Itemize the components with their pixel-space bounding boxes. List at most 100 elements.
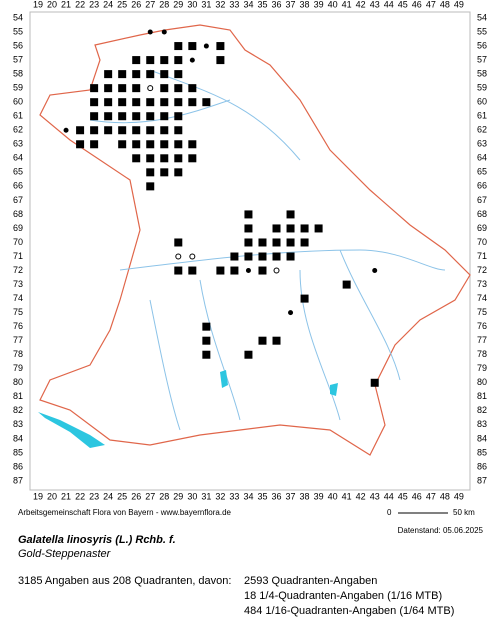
occurrence-square [174,70,183,79]
column-label: 39 [314,491,324,501]
column-label: 34 [243,491,253,501]
row-label: 65 [13,167,23,177]
occurrence-square [104,126,113,135]
column-label: 23 [89,491,99,501]
row-label: 56 [13,40,23,50]
occurrence-square [244,252,253,261]
column-label: 49 [454,491,464,501]
column-label: 43 [370,0,380,9]
occurrence-square [174,98,183,107]
row-label: 54 [13,12,23,22]
row-label: 69 [477,223,487,233]
occurrence-square [118,98,127,107]
row-label: 62 [13,125,23,135]
row-label: 63 [13,139,23,149]
occurrence-square [146,70,155,79]
occurrence-square [174,56,183,65]
lakes [220,370,338,396]
occurrence-square [76,126,85,135]
column-label: 35 [257,491,267,501]
column-label: 44 [384,491,394,501]
row-label: 76 [477,321,487,331]
occurrence-square [160,154,169,163]
occurrence-square [286,238,295,247]
occurrence-square [146,168,155,177]
occurrence-square [244,350,253,359]
occurrence-square [160,112,169,121]
state-border [39,24,471,456]
row-label: 85 [13,447,23,457]
date: Datenstand: 05.06.2025 [398,526,484,535]
occurrence-square [230,266,239,275]
occurrence-square [146,126,155,135]
row-label: 62 [477,125,487,135]
column-label: 26 [131,0,141,9]
occurrence-square [216,42,225,51]
column-label: 42 [356,491,366,501]
occurrence-square [146,154,155,163]
column-label: 23 [89,0,99,9]
occurrence-square [202,336,211,345]
row-label: 69 [13,223,23,233]
occurrence-square [160,168,169,177]
row-label: 82 [13,405,23,415]
title: Galatella linosyris (L.) Rchb. f. [18,534,176,546]
row-label: 55 [13,26,23,36]
row-label: 68 [13,209,23,219]
occurrence-square [244,238,253,247]
occurrence-square [188,98,197,107]
column-label: 31 [201,491,211,501]
occurrence-circle [147,85,154,92]
row-label: 74 [477,293,487,303]
column-label: 46 [412,491,422,501]
occurrence-square [160,126,169,135]
occurrence-square [188,154,197,163]
occurrence-square [258,266,267,275]
count: 18 1/4-Quadranten-Angaben (1/16 MTB) [244,590,442,602]
scale-start: 0 [387,508,392,517]
column-label: 34 [243,0,253,9]
row-label: 70 [477,237,487,247]
column-label: 47 [426,0,436,9]
column-label: 47 [426,491,436,501]
summary: 3185 Angaben aus 208 Quadranten, davon: [18,575,231,587]
column-label: 27 [145,491,155,501]
column-label: 48 [440,0,450,9]
column-label: 25 [117,491,127,501]
occurrence-square [146,112,155,121]
occurrence-dot [189,57,195,63]
occurrence-square [160,70,169,79]
occurrence-square [286,252,295,261]
occurrence-square [104,84,113,93]
column-label: 38 [300,491,310,501]
row-label: 66 [477,181,487,191]
column-label: 20 [47,491,57,501]
row-label: 78 [477,349,487,359]
occurrence-dot [245,268,251,274]
occurrence-square [202,322,211,331]
row-label: 79 [13,363,23,373]
occurrence-square [230,252,239,261]
column-label: 19 [33,491,43,501]
column-label: 39 [314,0,324,9]
occurrence-square [160,140,169,149]
row-label: 73 [13,279,23,289]
occurrence-square [258,238,267,247]
row-label: 64 [477,153,487,163]
column-label: 21 [61,491,71,501]
occurrence-square [286,210,295,219]
occurrence-square [300,294,309,303]
row-label: 61 [13,111,23,121]
row-label: 57 [477,54,487,64]
occurrence-square [272,238,281,247]
column-label: 45 [398,491,408,501]
occurrence-square [104,112,113,121]
occurrence-square [132,84,141,93]
row-label: 54 [477,12,487,22]
occurrence-dot [63,127,69,133]
row-label: 82 [477,405,487,415]
occurrence-square [118,84,127,93]
column-label: 36 [272,491,282,501]
row-label: 64 [13,153,23,163]
